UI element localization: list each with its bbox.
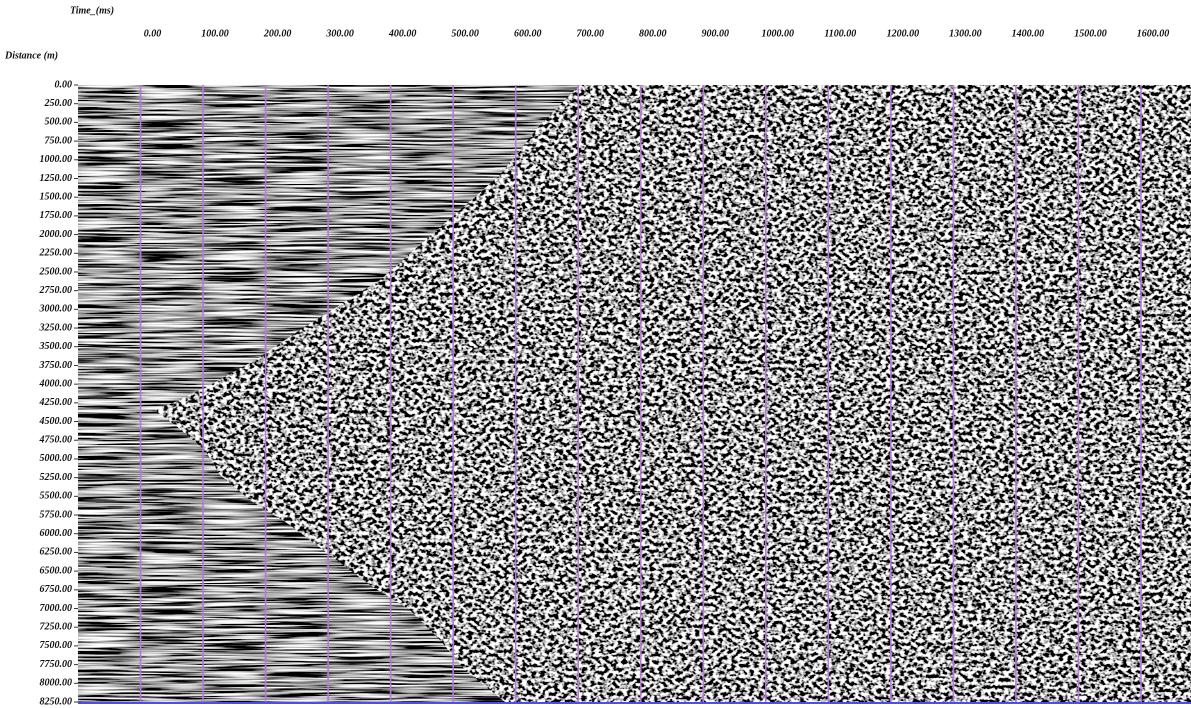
y-tick-label: 3250.00 xyxy=(39,322,73,333)
y-tick-label: 5500.00 xyxy=(40,491,73,502)
x-tick-label: 900.00 xyxy=(702,28,730,39)
y-tick-label: 8000.00 xyxy=(40,678,73,689)
y-tick-label: 6500.00 xyxy=(40,565,73,576)
y-tick-label: 1250.00 xyxy=(40,173,73,184)
y-tick-label: 7000.00 xyxy=(40,603,73,614)
x-tick-label: 500.00 xyxy=(451,28,479,39)
y-tick-label: 4000.00 xyxy=(39,378,73,389)
y-tick-label: 4750.00 xyxy=(39,435,73,446)
x-tick-label: 1300.00 xyxy=(949,28,982,39)
y-tick-label: 250.00 xyxy=(44,98,73,109)
x-tick-label: 1200.00 xyxy=(887,28,920,39)
x-tick-label: 1600.00 xyxy=(1137,28,1170,39)
x-tick-label: 1400.00 xyxy=(1012,28,1045,39)
y-tick-label: 5250.00 xyxy=(40,472,73,483)
y-tick-label: 3500.00 xyxy=(39,341,73,352)
x-tick-label: 700.00 xyxy=(576,28,604,39)
x-tick-label: 800.00 xyxy=(639,28,667,39)
y-tick-label: 500.00 xyxy=(45,117,73,128)
chart: Time_(ms) Distance (m) 0.00 100.00 200.00 3… xyxy=(0,0,1191,708)
y-tick-label: 4500.00 xyxy=(39,416,73,427)
x-tick-label: 200.00 xyxy=(263,28,292,39)
y-tick-label: 2250.00 xyxy=(39,248,73,259)
x-tick-label: 100.00 xyxy=(201,28,229,39)
y-tick-label: 6000.00 xyxy=(40,528,73,539)
y-tick-label: 2500.00 xyxy=(39,266,73,277)
y-tick-label: 6750.00 xyxy=(40,584,73,595)
x-tick-label: 400.00 xyxy=(388,28,417,39)
x-tick-label: 0.00 xyxy=(144,28,162,39)
y-tick-label: 7750.00 xyxy=(40,659,73,670)
y-tick-label: 1000.00 xyxy=(40,154,73,165)
y-tick-label: 5750.00 xyxy=(40,509,73,520)
y-tick-label: 1750.00 xyxy=(40,210,73,221)
y-tick-label: 2750.00 xyxy=(39,285,73,296)
y-tick-label: 750.00 xyxy=(45,135,73,146)
y-tick-label: 7250.00 xyxy=(40,622,73,633)
x-axis-title: Time_(ms) xyxy=(70,5,114,16)
y-axis-title: Distance (m) xyxy=(4,50,58,61)
y-tick-label: 0.00 xyxy=(55,79,73,90)
y-tick-label: 3000.00 xyxy=(39,304,73,315)
y-tick-label: 4250.00 xyxy=(39,397,73,408)
x-tick-label: 1100.00 xyxy=(824,28,856,39)
y-tick-label: 3750.00 xyxy=(39,360,73,371)
y-tick-label: 7500.00 xyxy=(40,640,73,651)
x-tick-label: 1000.00 xyxy=(762,28,795,39)
y-tick-label: 6250.00 xyxy=(40,547,73,558)
x-tick-label: 600.00 xyxy=(514,28,542,39)
y-tick-label: 5000.00 xyxy=(40,453,73,464)
x-tick-label: 1500.00 xyxy=(1074,28,1107,39)
y-tick-label: 8250.00 xyxy=(40,696,73,707)
y-tick-label: 2000.00 xyxy=(39,229,73,240)
y-tick-label: 1500.00 xyxy=(40,191,73,202)
x-tick-label: 300.00 xyxy=(325,28,354,39)
plot-area xyxy=(78,85,1191,702)
